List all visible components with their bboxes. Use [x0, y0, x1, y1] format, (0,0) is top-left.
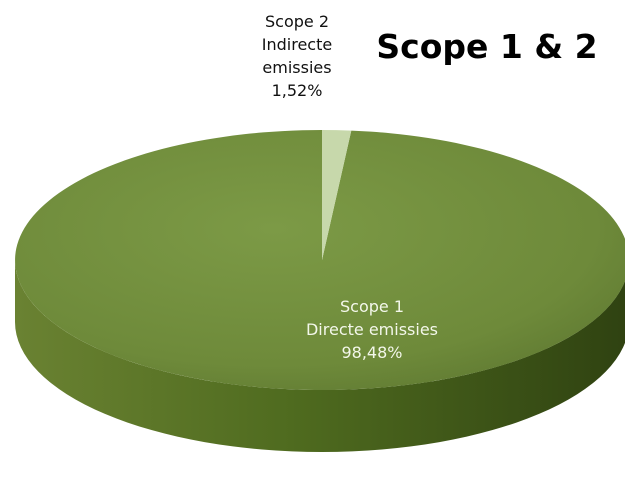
slice-label-line: Indirecte [262, 35, 332, 54]
pie-slice-1 [15, 130, 625, 390]
pie-labels: Scope 1 Directe emissies 98,48% Scope 2 Indi… [262, 12, 438, 362]
slice-label-line: Scope 2 [265, 12, 329, 31]
slice-label-line: Scope 1 [340, 297, 404, 316]
slice-label-line: Directe emissies [306, 320, 438, 339]
slice-label-1: Scope 1 Directe emissies 98,48% [306, 297, 438, 362]
chart-title: Scope 1 & 2 [376, 27, 597, 66]
pie-slice-2 [322, 129, 352, 260]
slice-label-2: Scope 2 Indirecte emissies 1,52% [262, 12, 332, 100]
pie-side-wall [15, 260, 625, 452]
slice-label-line: 98,48% [341, 343, 402, 362]
pie-slices [15, 129, 625, 390]
slice-label-line: emissies [262, 58, 331, 77]
slice-label-line: 1,52% [272, 81, 323, 100]
